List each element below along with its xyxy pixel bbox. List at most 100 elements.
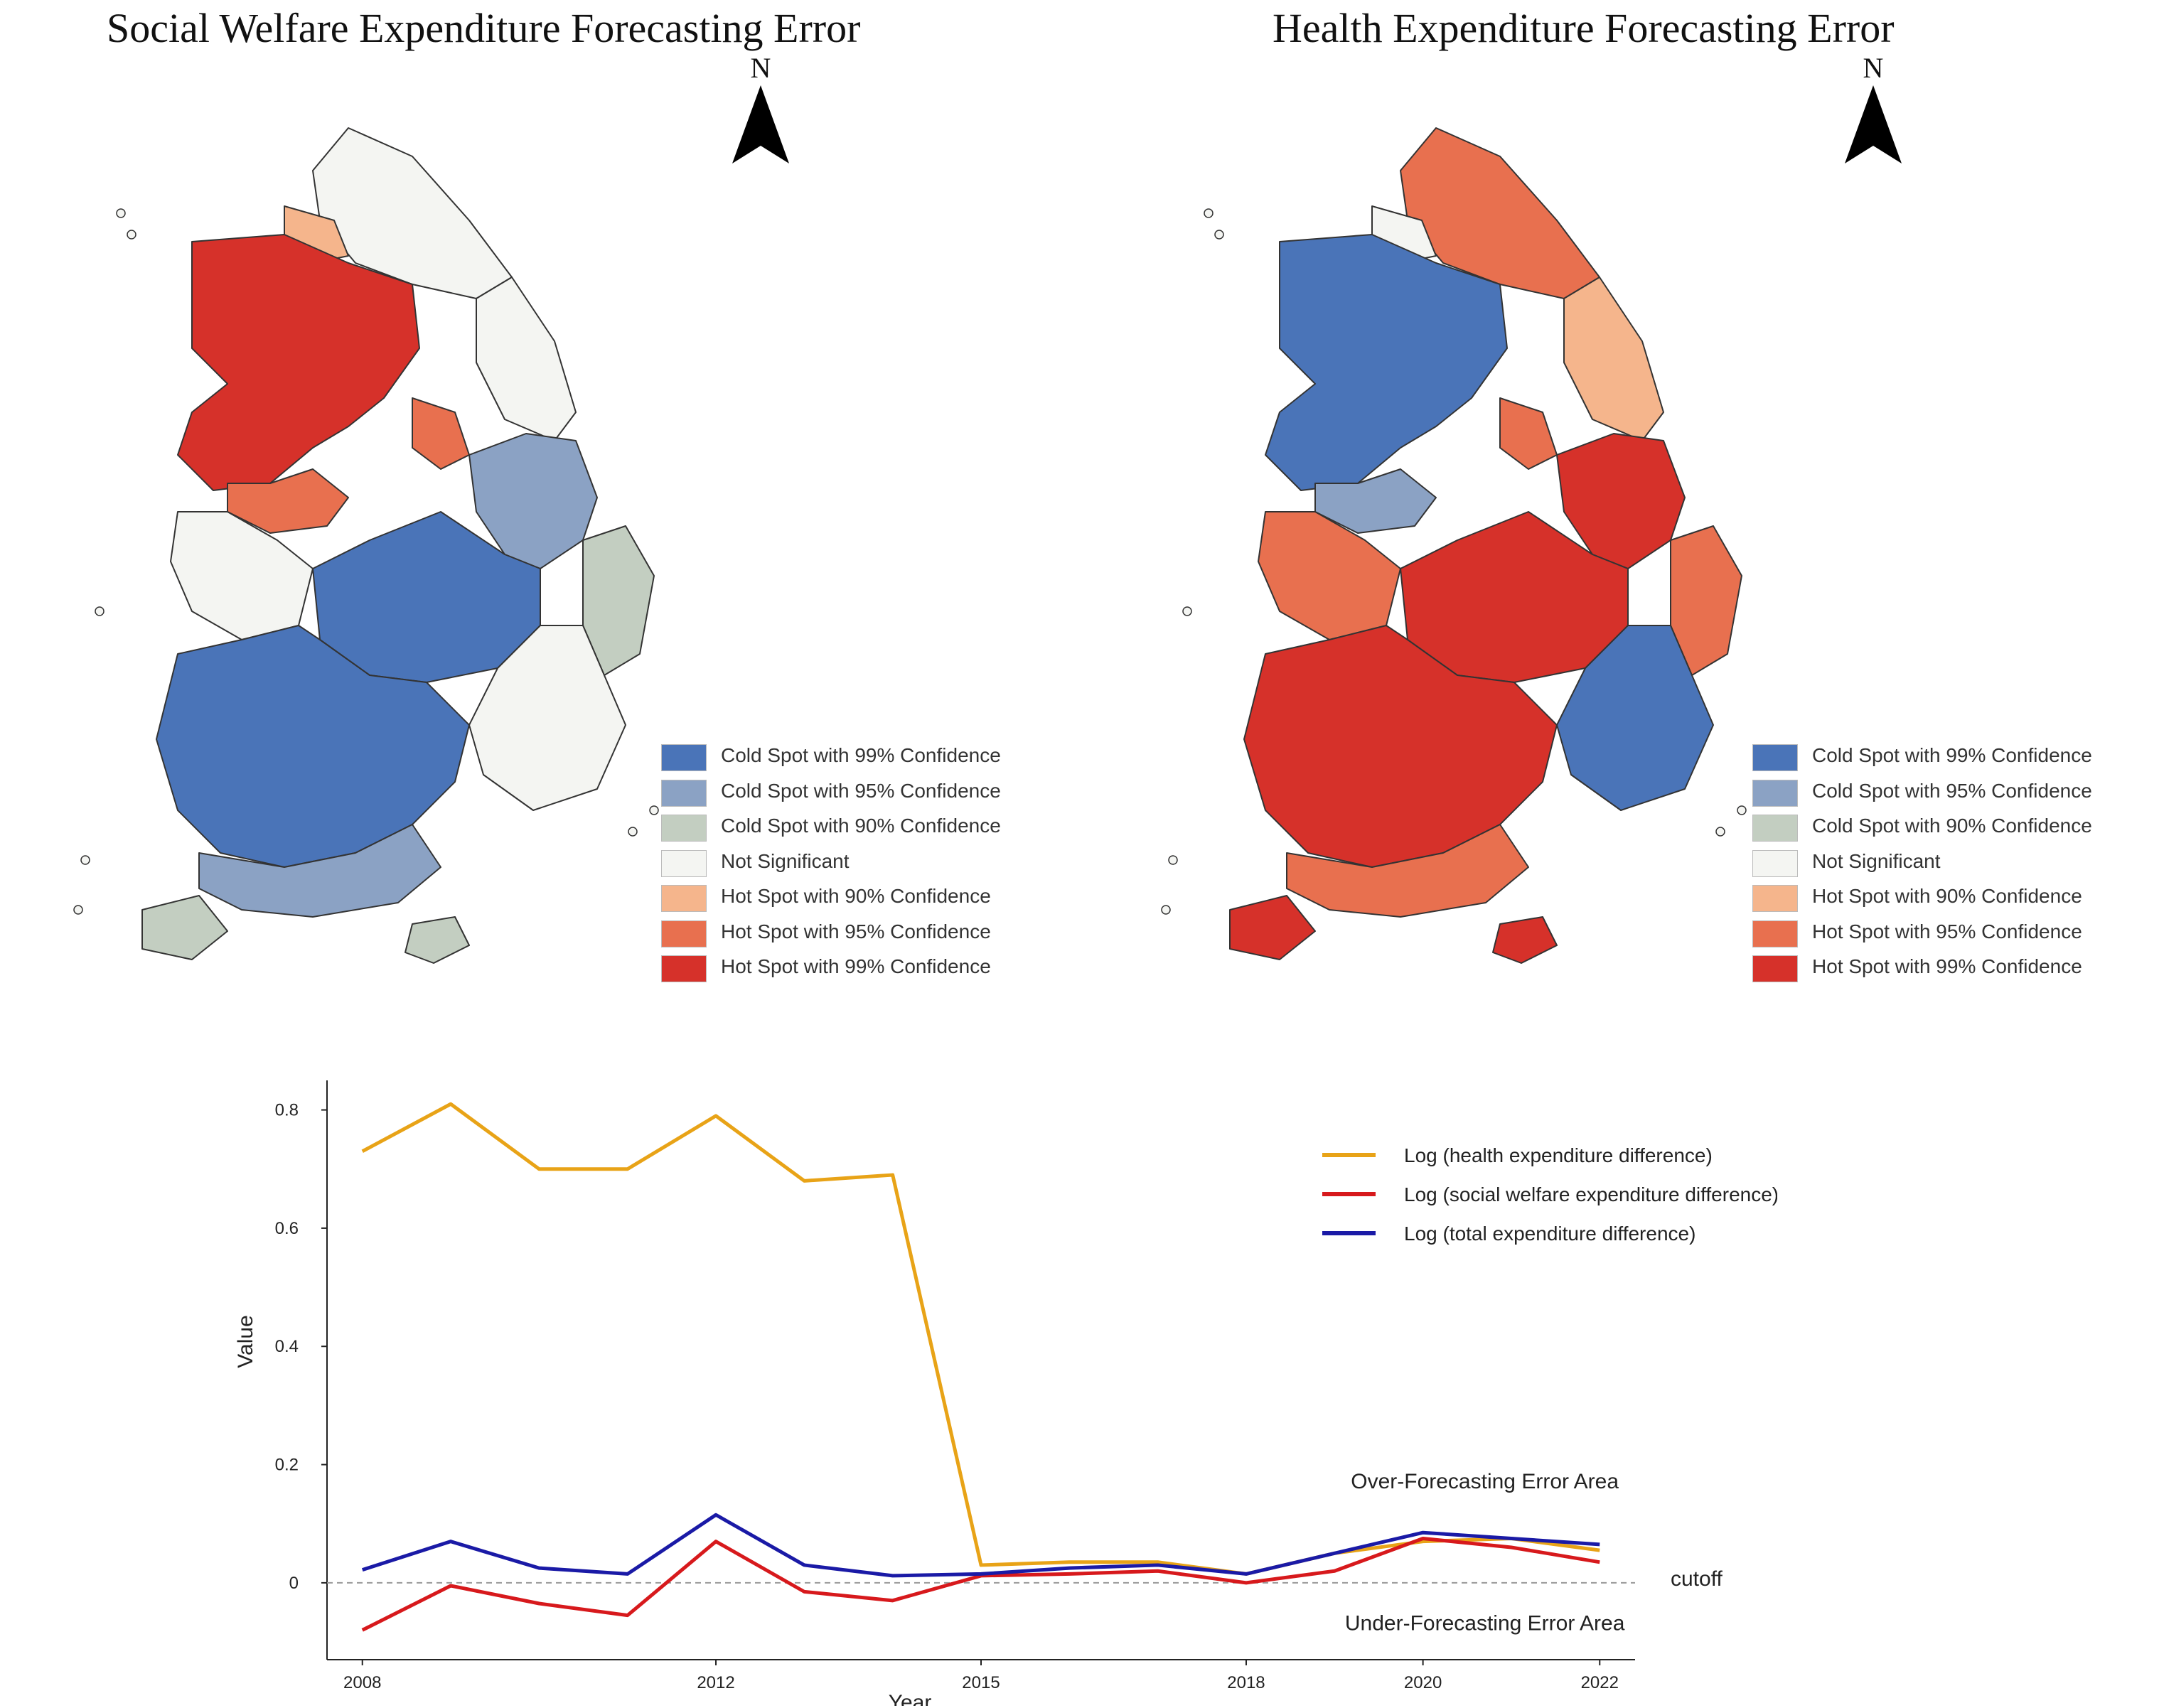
north-label: N bbox=[1863, 52, 1884, 84]
legend-item-not-significant: Not Significant bbox=[1752, 849, 2150, 879]
x-tick-label: 2018 bbox=[1227, 1673, 1265, 1692]
map-islet bbox=[1715, 827, 1725, 837]
cutoff-label: cutoff bbox=[1671, 1567, 1723, 1591]
legend-item-cold-90: Cold Spot with 90% Confidence bbox=[1752, 813, 2150, 843]
map-islet bbox=[80, 855, 90, 865]
legend-item-cold-99: Cold Spot with 99% Confidence bbox=[1752, 743, 2150, 773]
map-region-islands-south bbox=[141, 895, 470, 964]
y-tick-label: 0.4 bbox=[275, 1337, 299, 1356]
x-tick-label: 2022 bbox=[1581, 1673, 1619, 1692]
north-arrow-icon bbox=[732, 85, 789, 163]
chart-legend: Log (health expenditure difference) Log (… bbox=[1322, 1144, 1777, 1245]
map-region-capital-edge-east bbox=[1499, 397, 1558, 470]
map-region-capital-edge-east bbox=[412, 397, 470, 470]
legend-swatch bbox=[1752, 849, 1798, 877]
korea-map-health bbox=[1161, 127, 1747, 964]
chart-legend-label: Log (health expenditure difference) bbox=[1404, 1144, 1713, 1166]
legend-label: Cold Spot with 90% Confidence bbox=[721, 815, 1001, 837]
series-line-2 bbox=[361, 1513, 1600, 1578]
legend-item-cold-90: Cold Spot with 90% Confidence bbox=[661, 813, 1059, 843]
legend-swatch bbox=[661, 920, 707, 947]
legend-swatch bbox=[1752, 779, 1798, 807]
y-tick-label: 0.8 bbox=[275, 1101, 299, 1120]
map-region-islands-south bbox=[1229, 895, 1558, 964]
x-tick-label: 2015 bbox=[962, 1673, 1000, 1692]
chart-axes: 0 0.2 0.4 0.6 0.8 2008 2012 2015 2018 2020 2022 Yea… bbox=[234, 1080, 1723, 1706]
legend-label: Hot Spot with 95% Confidence bbox=[721, 920, 991, 942]
legend-swatch bbox=[1752, 744, 1798, 771]
map-region-southeast bbox=[1556, 625, 1714, 811]
y-tick-label: 0 bbox=[289, 1574, 299, 1593]
y-axis-title: Value bbox=[234, 1315, 257, 1368]
north-arrow-icon bbox=[1845, 85, 1902, 163]
korea-map-social-welfare bbox=[73, 127, 659, 964]
map-region-south-coast bbox=[1286, 824, 1529, 918]
legend-label: Hot Spot with 90% Confidence bbox=[1812, 885, 2082, 907]
map-islet bbox=[1737, 805, 1747, 815]
x-tick-label: 2020 bbox=[1404, 1673, 1442, 1692]
legend-item-hot-90: Hot Spot with 90% Confidence bbox=[661, 883, 1059, 913]
legend-item-cold-99: Cold Spot with 99% Confidence bbox=[661, 743, 1059, 773]
legend-item-hot-99: Hot Spot with 99% Confidence bbox=[1752, 954, 2150, 984]
map-islet bbox=[116, 208, 126, 218]
legend-label: Not Significant bbox=[1812, 849, 1941, 872]
legend-label: Hot Spot with 95% Confidence bbox=[1812, 920, 2082, 942]
chart-annotations: Over-Forecasting Error Area Under-Forecas… bbox=[1345, 1470, 1625, 1636]
north-arrow: N bbox=[729, 51, 793, 172]
legend-swatch bbox=[1752, 920, 1798, 947]
legend-item-hot-99: Hot Spot with 99% Confidence bbox=[661, 954, 1059, 984]
map-region-northeast bbox=[476, 276, 577, 441]
map-title: Social Welfare Expenditure Forecasting E… bbox=[107, 5, 861, 51]
map-region-north bbox=[1400, 127, 1600, 299]
legend-swatch bbox=[1752, 815, 1798, 842]
legend-label: Hot Spot with 99% Confidence bbox=[721, 955, 991, 977]
x-axis-title: Year bbox=[889, 1691, 932, 1706]
legend-swatch bbox=[1752, 955, 1798, 982]
map-islet bbox=[1204, 208, 1214, 218]
legend-item-hot-90: Hot Spot with 90% Confidence bbox=[1752, 883, 2150, 913]
legend-label: Cold Spot with 90% Confidence bbox=[1812, 815, 2092, 837]
legend-swatch bbox=[661, 815, 707, 842]
legend-item-hot-95: Hot Spot with 95% Confidence bbox=[1752, 919, 2150, 949]
chart-series-lines bbox=[361, 1102, 1600, 1632]
map-panel-social-welfare: Social Welfare Expenditure Forecasting E… bbox=[0, 0, 1066, 1009]
map-region-northwest-capital bbox=[177, 234, 420, 491]
x-tick-label: 2008 bbox=[343, 1673, 381, 1692]
map-region-southwest bbox=[156, 625, 470, 868]
map-islet bbox=[95, 606, 105, 616]
map-region-southwest bbox=[1243, 625, 1558, 868]
map-legend-social-welfare: Cold Spot with 99% Confidence Cold Spot w… bbox=[661, 743, 1059, 999]
map-region-southeast bbox=[468, 625, 626, 811]
map-islet bbox=[1182, 606, 1192, 616]
legend-label: Cold Spot with 95% Confidence bbox=[1812, 779, 2092, 802]
legend-label: Cold Spot with 99% Confidence bbox=[1812, 744, 2092, 766]
north-arrow: N bbox=[1841, 51, 1905, 172]
map-islet bbox=[628, 827, 638, 837]
map-region-north bbox=[312, 127, 513, 299]
map-islet bbox=[649, 805, 659, 815]
line-chart: 0 0.2 0.4 0.6 0.8 2008 2012 2015 2018 2020 2022 Yea… bbox=[234, 1080, 1777, 1706]
legend-swatch bbox=[661, 955, 707, 982]
legend-label: Cold Spot with 95% Confidence bbox=[721, 779, 1001, 802]
map-islet bbox=[1214, 230, 1224, 240]
legend-swatch bbox=[661, 849, 707, 877]
map-islet bbox=[127, 230, 136, 240]
legend-label: Cold Spot with 99% Confidence bbox=[721, 744, 1001, 766]
chart-annotation: Over-Forecasting Error Area bbox=[1351, 1470, 1619, 1493]
map-islet bbox=[1168, 855, 1178, 865]
legend-swatch bbox=[661, 885, 707, 912]
legend-item-hot-95: Hot Spot with 95% Confidence bbox=[661, 919, 1059, 949]
chart-legend-label: Log (social welfare expenditure differen… bbox=[1404, 1183, 1777, 1205]
legend-item-not-significant: Not Significant bbox=[661, 849, 1059, 879]
legend-item-cold-95: Cold Spot with 95% Confidence bbox=[661, 778, 1059, 808]
map-title: Health Expenditure Forecasting Error bbox=[1273, 5, 1895, 51]
legend-item-cold-95: Cold Spot with 95% Confidence bbox=[1752, 778, 2150, 808]
map-region-northwest-capital bbox=[1265, 234, 1508, 491]
legend-swatch bbox=[661, 744, 707, 771]
x-tick-label: 2012 bbox=[697, 1673, 734, 1692]
map-region-northeast bbox=[1563, 276, 1664, 441]
y-tick-label: 0.6 bbox=[275, 1219, 299, 1238]
series-line-0 bbox=[361, 1102, 1600, 1576]
y-tick-label: 0.2 bbox=[275, 1456, 299, 1475]
legend-swatch bbox=[661, 779, 707, 807]
